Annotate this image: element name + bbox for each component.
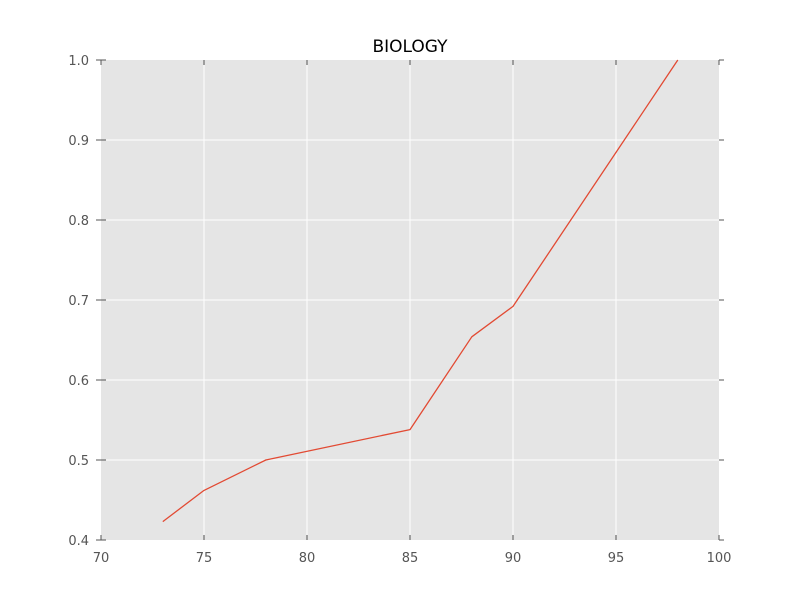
y-tick-label: 0.8 [68,214,89,229]
y-tick-label: 1.0 [68,54,89,69]
axis-ticks [96,59,724,541]
tick-labels: 70 75 80 85 90 95 100 0.4 0.5 0.6 0.7 0.8 0.9 1.0 [68,54,731,566]
x-tick-label: 100 [707,551,732,566]
chart-title: BIOLOGY [372,37,448,57]
series-layer [162,59,679,523]
x-tick-label: 70 [93,551,110,566]
y-tick-label: 0.5 [68,454,89,469]
y-tick-label: 0.9 [68,134,89,149]
x-tick-label: 95 [608,551,625,566]
x-tick-label: 85 [402,551,419,566]
series-line-0 [162,59,679,523]
y-tick-label: 0.4 [68,534,89,549]
y-tick-label: 0.7 [68,294,89,309]
x-tick-label: 80 [299,551,316,566]
y-tick-label: 0.6 [68,374,89,389]
x-tick-label: 90 [505,551,522,566]
grid-lines [101,60,719,540]
x-tick-label: 75 [196,551,213,566]
